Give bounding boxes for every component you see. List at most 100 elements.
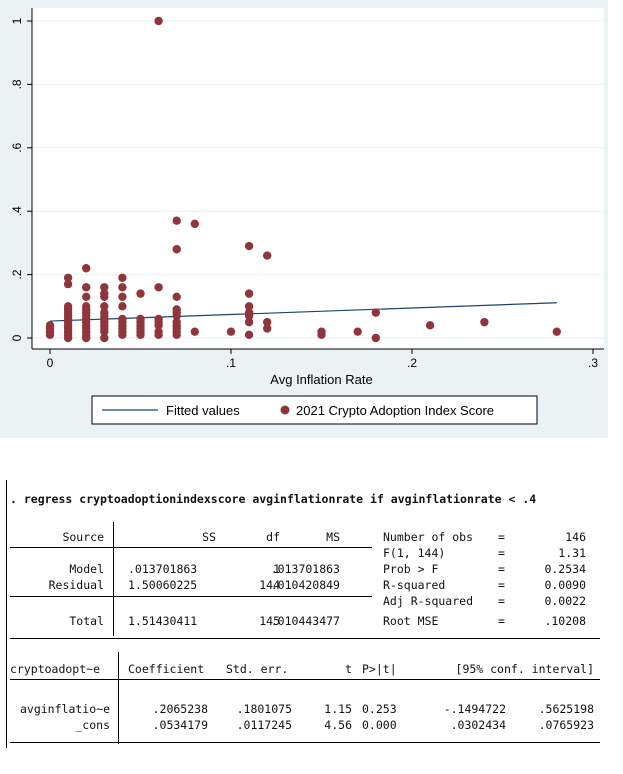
coef-row-ci-lower: -.1494722 [443, 702, 506, 716]
model-stat-value: 1.31 [558, 546, 586, 560]
scatter-point [100, 333, 109, 343]
model-stat-equals: = [498, 594, 505, 608]
coef-row-t: 1.15 [324, 702, 352, 716]
scatter-point [190, 327, 199, 336]
scatter-point [154, 314, 163, 324]
scatter-point [172, 305, 181, 314]
scatter-point [100, 302, 109, 311]
coef-row-variable: avginflatio~e [19, 702, 110, 716]
legend-marker-swatch [280, 405, 290, 415]
legend-label-score: 2021 Crypto Adoption Index Score [296, 403, 494, 418]
model-stat-label: R-squared [383, 578, 446, 592]
anova-row-source: Model [69, 562, 104, 576]
model-stat-equals: = [498, 614, 505, 628]
model-stat-value: 0.2534 [544, 562, 586, 576]
table-column-separator [118, 652, 119, 744]
table-column-separator [113, 522, 114, 636]
scatter-point [63, 273, 73, 282]
coef-row-stderr: .1801075 [236, 702, 292, 716]
table-rule [10, 742, 600, 743]
coef-row-coefficient: .0534179 [152, 718, 208, 732]
scatter-point [172, 245, 181, 254]
x-tick-label: .3 [588, 356, 598, 370]
anova-row-df: 1 [273, 562, 280, 576]
scatter-point [100, 283, 109, 292]
scatter-point [118, 302, 127, 311]
table-rule [10, 596, 372, 597]
output-left-border [6, 480, 7, 748]
table-rule [10, 679, 600, 680]
model-stat-equals: = [498, 530, 505, 544]
table-rule [10, 638, 600, 639]
anova-header-ss: SS [202, 530, 216, 544]
scatter-point [244, 289, 254, 298]
scatter-point [480, 317, 489, 327]
scatter-point [82, 283, 91, 292]
model-stat-equals: = [498, 546, 505, 560]
legend-box [91, 395, 538, 425]
scatter-point [63, 279, 73, 289]
scatter-point [63, 302, 73, 311]
anova-row-ss: 1.50060225 [128, 578, 198, 592]
legend-label-fitted: Fitted values [166, 403, 240, 418]
model-stat-label: F(1, 144) [383, 546, 446, 560]
y-tick-label: 1 [10, 17, 24, 24]
scatter-point [244, 317, 254, 327]
coef-row-stderr: .0117245 [236, 718, 292, 732]
table-rule [10, 547, 372, 548]
model-stat-equals: = [498, 578, 505, 592]
scatter-point [82, 292, 91, 301]
scatter-point [154, 16, 163, 26]
scatter-point [82, 264, 91, 273]
scatter-point [82, 302, 91, 311]
model-stat-equals: = [498, 562, 505, 576]
y-tick-label: .8 [10, 79, 24, 89]
coef-header-stderr: Std. err. [226, 662, 289, 676]
x-tick-label: 0 [47, 356, 54, 370]
scatter-point [118, 314, 127, 324]
scatter-chart: 0 .2 .4 .6 .8 1 0 .1 .2 .3 Avg Inflation Rate Fitt… [10, 8, 604, 425]
scatter-point [244, 241, 254, 251]
coef-row-variable: _cons [75, 718, 110, 732]
anova-total-ss: 1.51430411 [128, 614, 198, 628]
model-stat-value: .10208 [544, 614, 586, 628]
coef-row-ci-lower: .0302434 [450, 718, 506, 732]
scatter-point [172, 317, 181, 327]
regress-command: . regress cryptoadoptionindexscore avgin… [10, 492, 537, 506]
anova-row-ms: .013701863 [270, 562, 340, 576]
coef-row-ci-upper: .5625198 [538, 702, 594, 716]
plot-area [32, 8, 604, 349]
x-axis-title: Avg Inflation Rate [270, 372, 372, 387]
x-tick-label: .1 [226, 356, 236, 370]
coef-header-ci: [95% conf. interval] [455, 662, 594, 676]
coef-header-dependent: cryptoadopt~e [10, 662, 101, 676]
anova-header-source: Source [62, 530, 104, 544]
model-stat-value: 0.0090 [544, 578, 586, 592]
scatter-point [244, 308, 254, 317]
scatter-point [172, 216, 181, 225]
anova-header-ms: MS [326, 530, 340, 544]
scatter-point [118, 292, 127, 301]
model-stat-label: Prob > F [383, 562, 439, 576]
scatter-point [190, 219, 199, 229]
coef-row-t: 4.56 [324, 718, 352, 732]
coef-row-coefficient: .2065238 [152, 702, 208, 716]
model-stat-label: Root MSE [383, 614, 439, 628]
anova-total-df: 145 [259, 614, 280, 628]
scatter-point [100, 308, 109, 317]
scatter-point [136, 289, 145, 298]
x-tick-label: .2 [407, 356, 417, 370]
y-tick-label: 0 [10, 334, 24, 341]
scatter-point [263, 317, 272, 327]
y-tick-label: .6 [10, 142, 24, 152]
scatter-point [244, 330, 254, 340]
scatter-point [244, 302, 254, 311]
scatter-point [100, 289, 109, 298]
anova-row-df: 144 [259, 578, 280, 592]
scatter-point [552, 327, 561, 336]
coef-header-coefficient: Coefficient [128, 662, 205, 676]
model-stat-value: 146 [565, 530, 586, 544]
fitted-values-line [49, 302, 557, 322]
scatter-point [154, 327, 163, 336]
anova-row-ms: .010420849 [270, 578, 340, 592]
